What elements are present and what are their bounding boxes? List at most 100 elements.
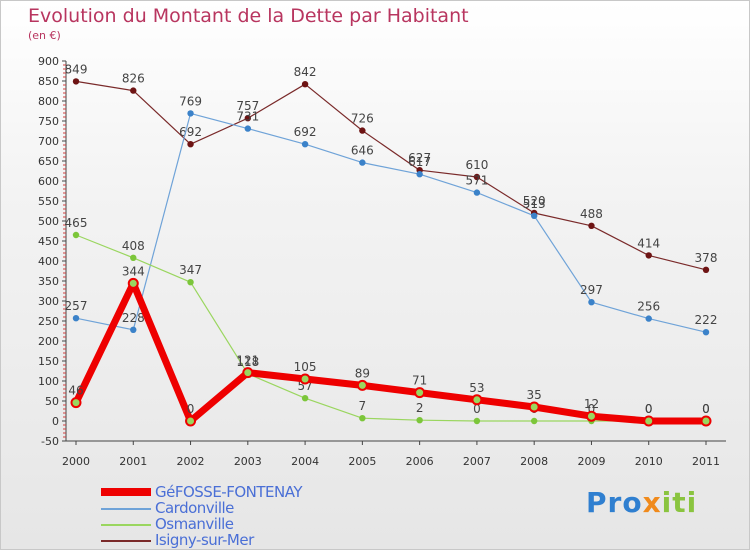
series-point-1 xyxy=(416,171,423,178)
series-point-3 xyxy=(528,401,540,413)
chart-subtitle: (en €) xyxy=(28,29,61,42)
x-tick-label: 2000 xyxy=(62,455,90,468)
series-point-0 xyxy=(588,222,595,229)
data-label-2: 465 xyxy=(65,216,88,230)
data-label-3: 35 xyxy=(527,388,542,402)
data-label-0: 692 xyxy=(179,125,202,139)
data-label-3: 0 xyxy=(187,402,195,416)
data-label-3: 12 xyxy=(584,397,599,411)
data-label-2: 0 xyxy=(645,402,653,416)
data-label-0: 627 xyxy=(408,151,431,165)
series-line-1 xyxy=(75,112,707,333)
series-point-3 xyxy=(471,394,483,406)
data-label-2: 7 xyxy=(359,399,367,413)
series-point-1 xyxy=(72,315,80,322)
y-tick-label: 400 xyxy=(38,255,59,268)
series-point-3 xyxy=(299,373,311,385)
legend-swatch-osmanville xyxy=(101,524,151,526)
y-tick-label: 500 xyxy=(38,215,59,228)
legend-swatch-gefosse xyxy=(101,488,151,496)
y-tick-label: 550 xyxy=(38,195,59,208)
series-point-0 xyxy=(187,141,194,148)
data-label-0: 849 xyxy=(65,62,88,76)
data-label-1: 617 xyxy=(408,155,431,169)
x-tick-label: 2001 xyxy=(119,455,147,468)
series-point-2 xyxy=(473,417,481,425)
data-label-1: 222 xyxy=(695,313,718,327)
series-point-3 xyxy=(585,410,597,422)
series-point-0 xyxy=(130,87,137,94)
data-label-3: 0 xyxy=(702,402,710,416)
series-point-2 xyxy=(359,415,366,422)
x-tick-label: 2003 xyxy=(234,455,262,468)
data-label-0: 414 xyxy=(637,236,660,250)
data-label-0: 826 xyxy=(122,72,145,86)
series-point-1 xyxy=(187,110,194,117)
y-tick-label: 650 xyxy=(38,155,59,168)
series-line-2 xyxy=(75,234,707,422)
data-label-0: 378 xyxy=(695,251,718,265)
legend-label-osmanville: Osmanville xyxy=(155,515,234,533)
series-point-0 xyxy=(359,127,366,134)
series-point-2 xyxy=(301,395,309,402)
x-tick-label: 2011 xyxy=(692,455,720,468)
series-point-0 xyxy=(702,266,710,273)
x-tick-label: 2004 xyxy=(291,455,319,468)
data-label-3: 46 xyxy=(68,384,83,398)
y-tick-label: 150 xyxy=(38,355,59,368)
x-tick-label: 2007 xyxy=(463,455,491,468)
y-tick-label: 600 xyxy=(38,175,59,188)
data-label-3: 71 xyxy=(412,374,427,388)
series-point-0 xyxy=(473,173,481,181)
series-point-2 xyxy=(130,254,137,261)
data-label-2: 0 xyxy=(588,402,596,416)
y-tick-label: 750 xyxy=(38,115,59,128)
data-label-1: 257 xyxy=(65,299,88,313)
legend-label-isigny: Isigny-sur-Mer xyxy=(155,531,254,549)
data-label-2: 0 xyxy=(702,402,710,416)
data-label-0: 726 xyxy=(351,112,374,126)
data-label-1: 297 xyxy=(580,283,603,297)
series-point-0 xyxy=(72,78,80,85)
x-tick-label: 2002 xyxy=(177,455,205,468)
series-point-3 xyxy=(185,415,197,427)
series-point-1 xyxy=(530,212,538,219)
data-label-0: 520 xyxy=(523,194,546,208)
data-label-3: 0 xyxy=(645,402,653,416)
data-label-2: 2 xyxy=(416,401,424,415)
data-label-0: 488 xyxy=(580,207,603,221)
series-point-3 xyxy=(414,387,426,399)
data-label-3: 53 xyxy=(469,381,484,395)
data-label-3: 344 xyxy=(122,264,145,278)
series-line-0 xyxy=(75,80,707,271)
y-tick-label: 100 xyxy=(38,375,59,388)
legend-swatch-cardonville xyxy=(101,508,151,510)
data-label-3: 105 xyxy=(294,360,317,374)
data-label-1: 256 xyxy=(637,300,660,314)
y-tick-label: 200 xyxy=(38,335,59,348)
y-tick-label: 850 xyxy=(38,75,59,88)
series-point-3 xyxy=(700,415,712,427)
data-label-1: 571 xyxy=(465,174,488,188)
y-tick-label: 900 xyxy=(38,55,59,68)
series-point-0 xyxy=(301,81,309,88)
series-point-3 xyxy=(643,415,655,427)
data-label-1: 646 xyxy=(351,144,374,158)
data-label-0: 757 xyxy=(236,99,259,113)
chart-title: Evolution du Montant de la Dette par Hab… xyxy=(28,5,469,27)
proxiti-logo: Proxiti xyxy=(586,486,698,519)
data-label-3: 89 xyxy=(355,366,370,380)
x-tick-label: 2009 xyxy=(577,455,605,468)
series-point-1 xyxy=(301,141,309,148)
series-point-0 xyxy=(645,252,652,259)
series-point-1 xyxy=(588,299,595,306)
series-point-2 xyxy=(416,417,423,424)
data-label-1: 692 xyxy=(294,125,317,139)
series-point-3 xyxy=(70,397,82,409)
data-label-3: 121 xyxy=(236,354,259,368)
y-tick-label: 450 xyxy=(38,235,59,248)
data-label-1: 513 xyxy=(523,197,546,211)
series-point-2 xyxy=(72,231,80,239)
